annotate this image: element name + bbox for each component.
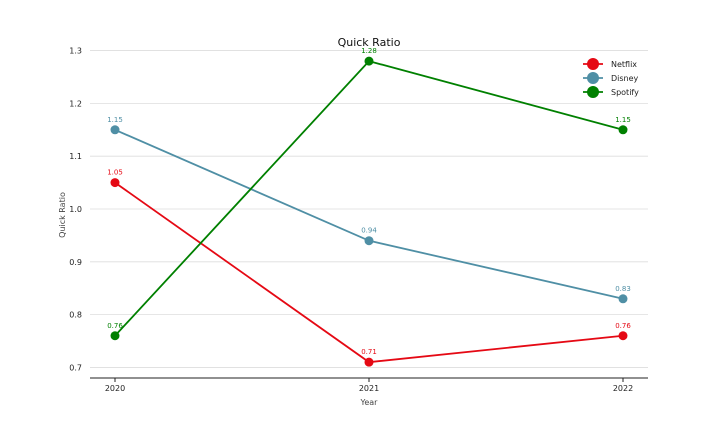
legend: Netflix Disney Spotify [583,58,639,98]
spotify-legend-label: Spotify [611,88,639,97]
disney-legend-marker [587,72,599,84]
y-tick-label: 1.3 [69,47,82,56]
y-tick-label: 0.9 [69,258,82,267]
chart-title: Quick Ratio [338,36,401,49]
netflix-legend-label: Netflix [611,60,637,69]
disney-point [110,125,120,135]
spotify-data-label: 1.28 [361,47,377,55]
y-tick-label: 0.8 [69,311,82,320]
y-tick-label: 1.1 [69,152,82,161]
disney-data-label: 1.15 [107,116,123,124]
netflix-data-label: 0.71 [361,348,377,356]
disney-data-label: 0.94 [361,227,377,235]
y-tick-label: 0.7 [69,363,82,372]
netflix-point [110,178,120,188]
x-tick-labels: 2020 2021 2022 [105,378,633,393]
spotify-data-label: 0.76 [107,322,123,330]
disney-line [114,128,624,300]
disney-legend-label: Disney [611,74,639,83]
spotify-point [364,56,374,66]
y-tick-labels: 0.7 0.8 0.9 1.0 1.1 1.2 1.3 [69,47,82,373]
spotify-point [110,331,120,341]
netflix-line [114,181,624,364]
disney-point [364,236,374,246]
series-lines [110,56,628,367]
y-tick-label: 1.0 [69,205,82,214]
x-tick-label: 2021 [359,384,379,393]
netflix-data-label: 1.05 [107,169,123,177]
disney-point [618,294,628,304]
spotify-point [618,125,628,135]
netflix-point [364,357,374,367]
spotify-data-label: 1.15 [615,116,631,124]
grid-lines [90,50,648,368]
netflix-point [618,331,628,341]
x-axis-title: Year [360,398,379,407]
x-tick-label: 2022 [613,384,633,393]
x-tick-label: 2020 [105,384,125,393]
data-labels: 1.05 0.71 0.76 1.15 0.94 0.83 0.76 1.28 1.15 [107,47,631,356]
y-axis-title: Quick Ratio [58,192,67,238]
netflix-legend-marker [587,58,599,70]
spotify-line [114,60,624,337]
y-tick-label: 1.2 [69,99,82,108]
disney-data-label: 0.83 [615,285,631,293]
netflix-data-label: 0.76 [615,322,631,330]
spotify-legend-marker [587,86,599,98]
